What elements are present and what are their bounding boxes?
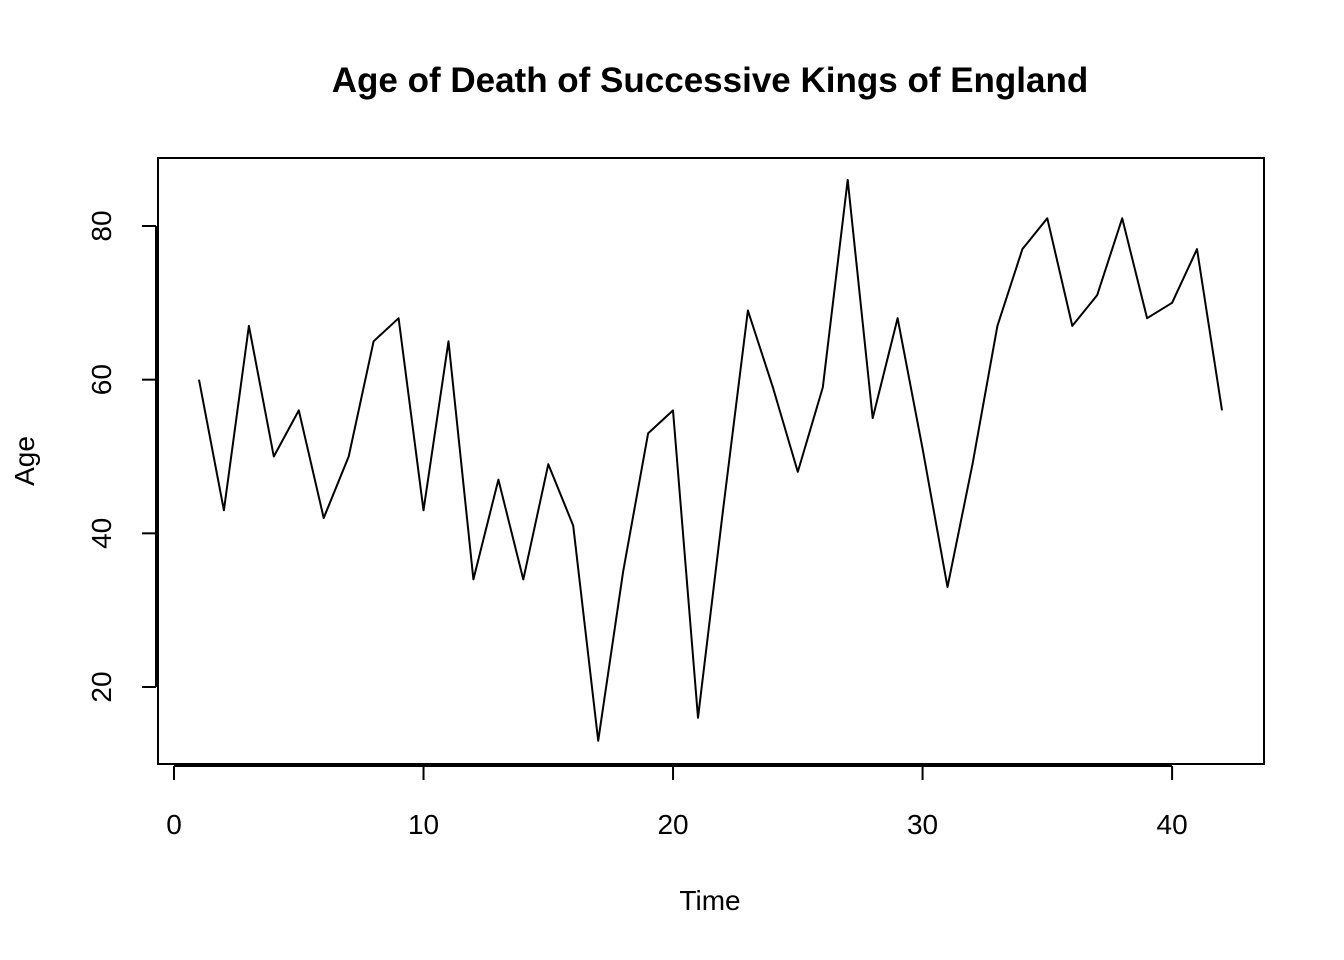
series-line	[198, 178, 1223, 742]
y-tick-label: 60	[86, 364, 117, 395]
x-axis-label: Time	[679, 885, 740, 916]
x-tick-label: 30	[907, 809, 938, 840]
plot-frame	[157, 157, 1265, 765]
x-tick-label: 20	[657, 809, 688, 840]
y-tick-label: 20	[86, 671, 117, 702]
y-axis: 20 40 60 80	[86, 210, 157, 703]
x-tick-label: 0	[166, 809, 182, 840]
y-tick-label: 40	[86, 518, 117, 549]
chart-title: Age of Death of Successive Kings of Engl…	[332, 61, 1089, 100]
x-tick-label: 10	[408, 809, 439, 840]
y-axis-label: Age	[9, 436, 40, 486]
series-layer	[198, 178, 1223, 742]
x-tick-label: 40	[1157, 809, 1188, 840]
x-axis: 0 10 20 30 40	[166, 765, 1188, 840]
y-tick-label: 80	[86, 210, 117, 241]
